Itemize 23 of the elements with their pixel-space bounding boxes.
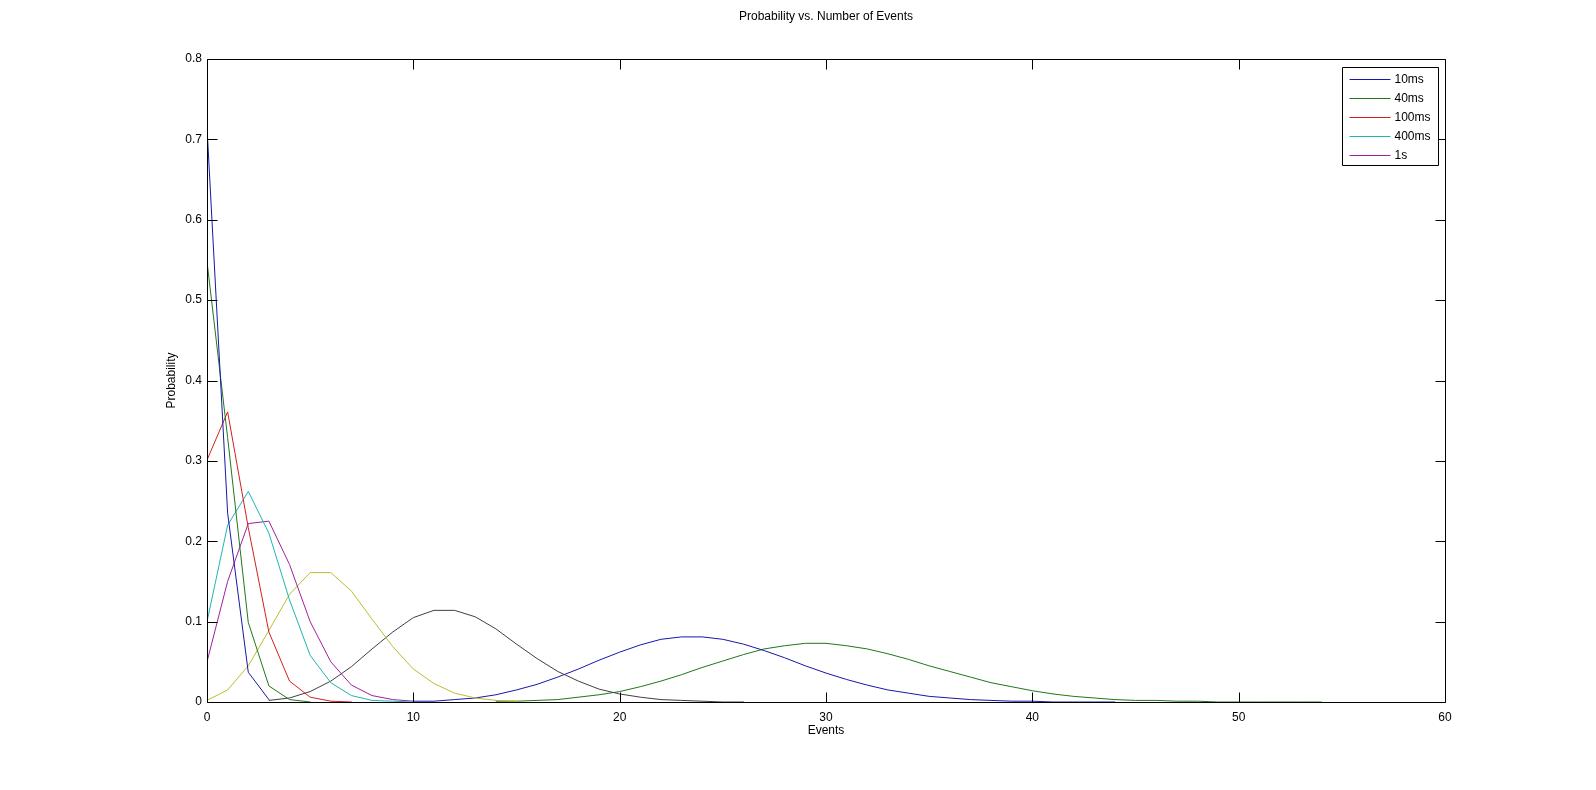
y-tick-label: 0.8 <box>185 51 203 66</box>
y-tick-label: 0.3 <box>185 453 203 468</box>
x-tick-label: 30 <box>819 709 833 724</box>
y-tick-label: 0.5 <box>185 292 203 307</box>
y-tick-label: 0.2 <box>185 533 203 548</box>
x-tick-label: 50 <box>1231 709 1246 724</box>
legend-label: 10ms <box>1394 71 1424 86</box>
x-tick-label: 40 <box>1025 709 1040 724</box>
x-axis-title: Events <box>807 723 845 738</box>
x-tick-label: 10 <box>406 709 421 724</box>
y-tick-label: 0.4 <box>185 372 203 387</box>
x-tick-label: 60 <box>1438 709 1452 724</box>
y-axis-title: Probability <box>164 352 179 409</box>
y-tick-label: 0.7 <box>185 131 203 146</box>
legend-label: 1s <box>1394 147 1408 162</box>
chart-title: Probability vs. Number of Events <box>738 9 914 24</box>
x-tick-label: 20 <box>612 709 627 724</box>
legend-label: 400ms <box>1394 128 1431 143</box>
legend-label: 40ms <box>1394 90 1424 105</box>
y-tick-label: 0 <box>195 694 203 709</box>
y-tick-label: 0.1 <box>185 613 203 628</box>
y-tick-label: 0.6 <box>185 212 203 227</box>
legend-label: 100ms <box>1394 109 1431 124</box>
